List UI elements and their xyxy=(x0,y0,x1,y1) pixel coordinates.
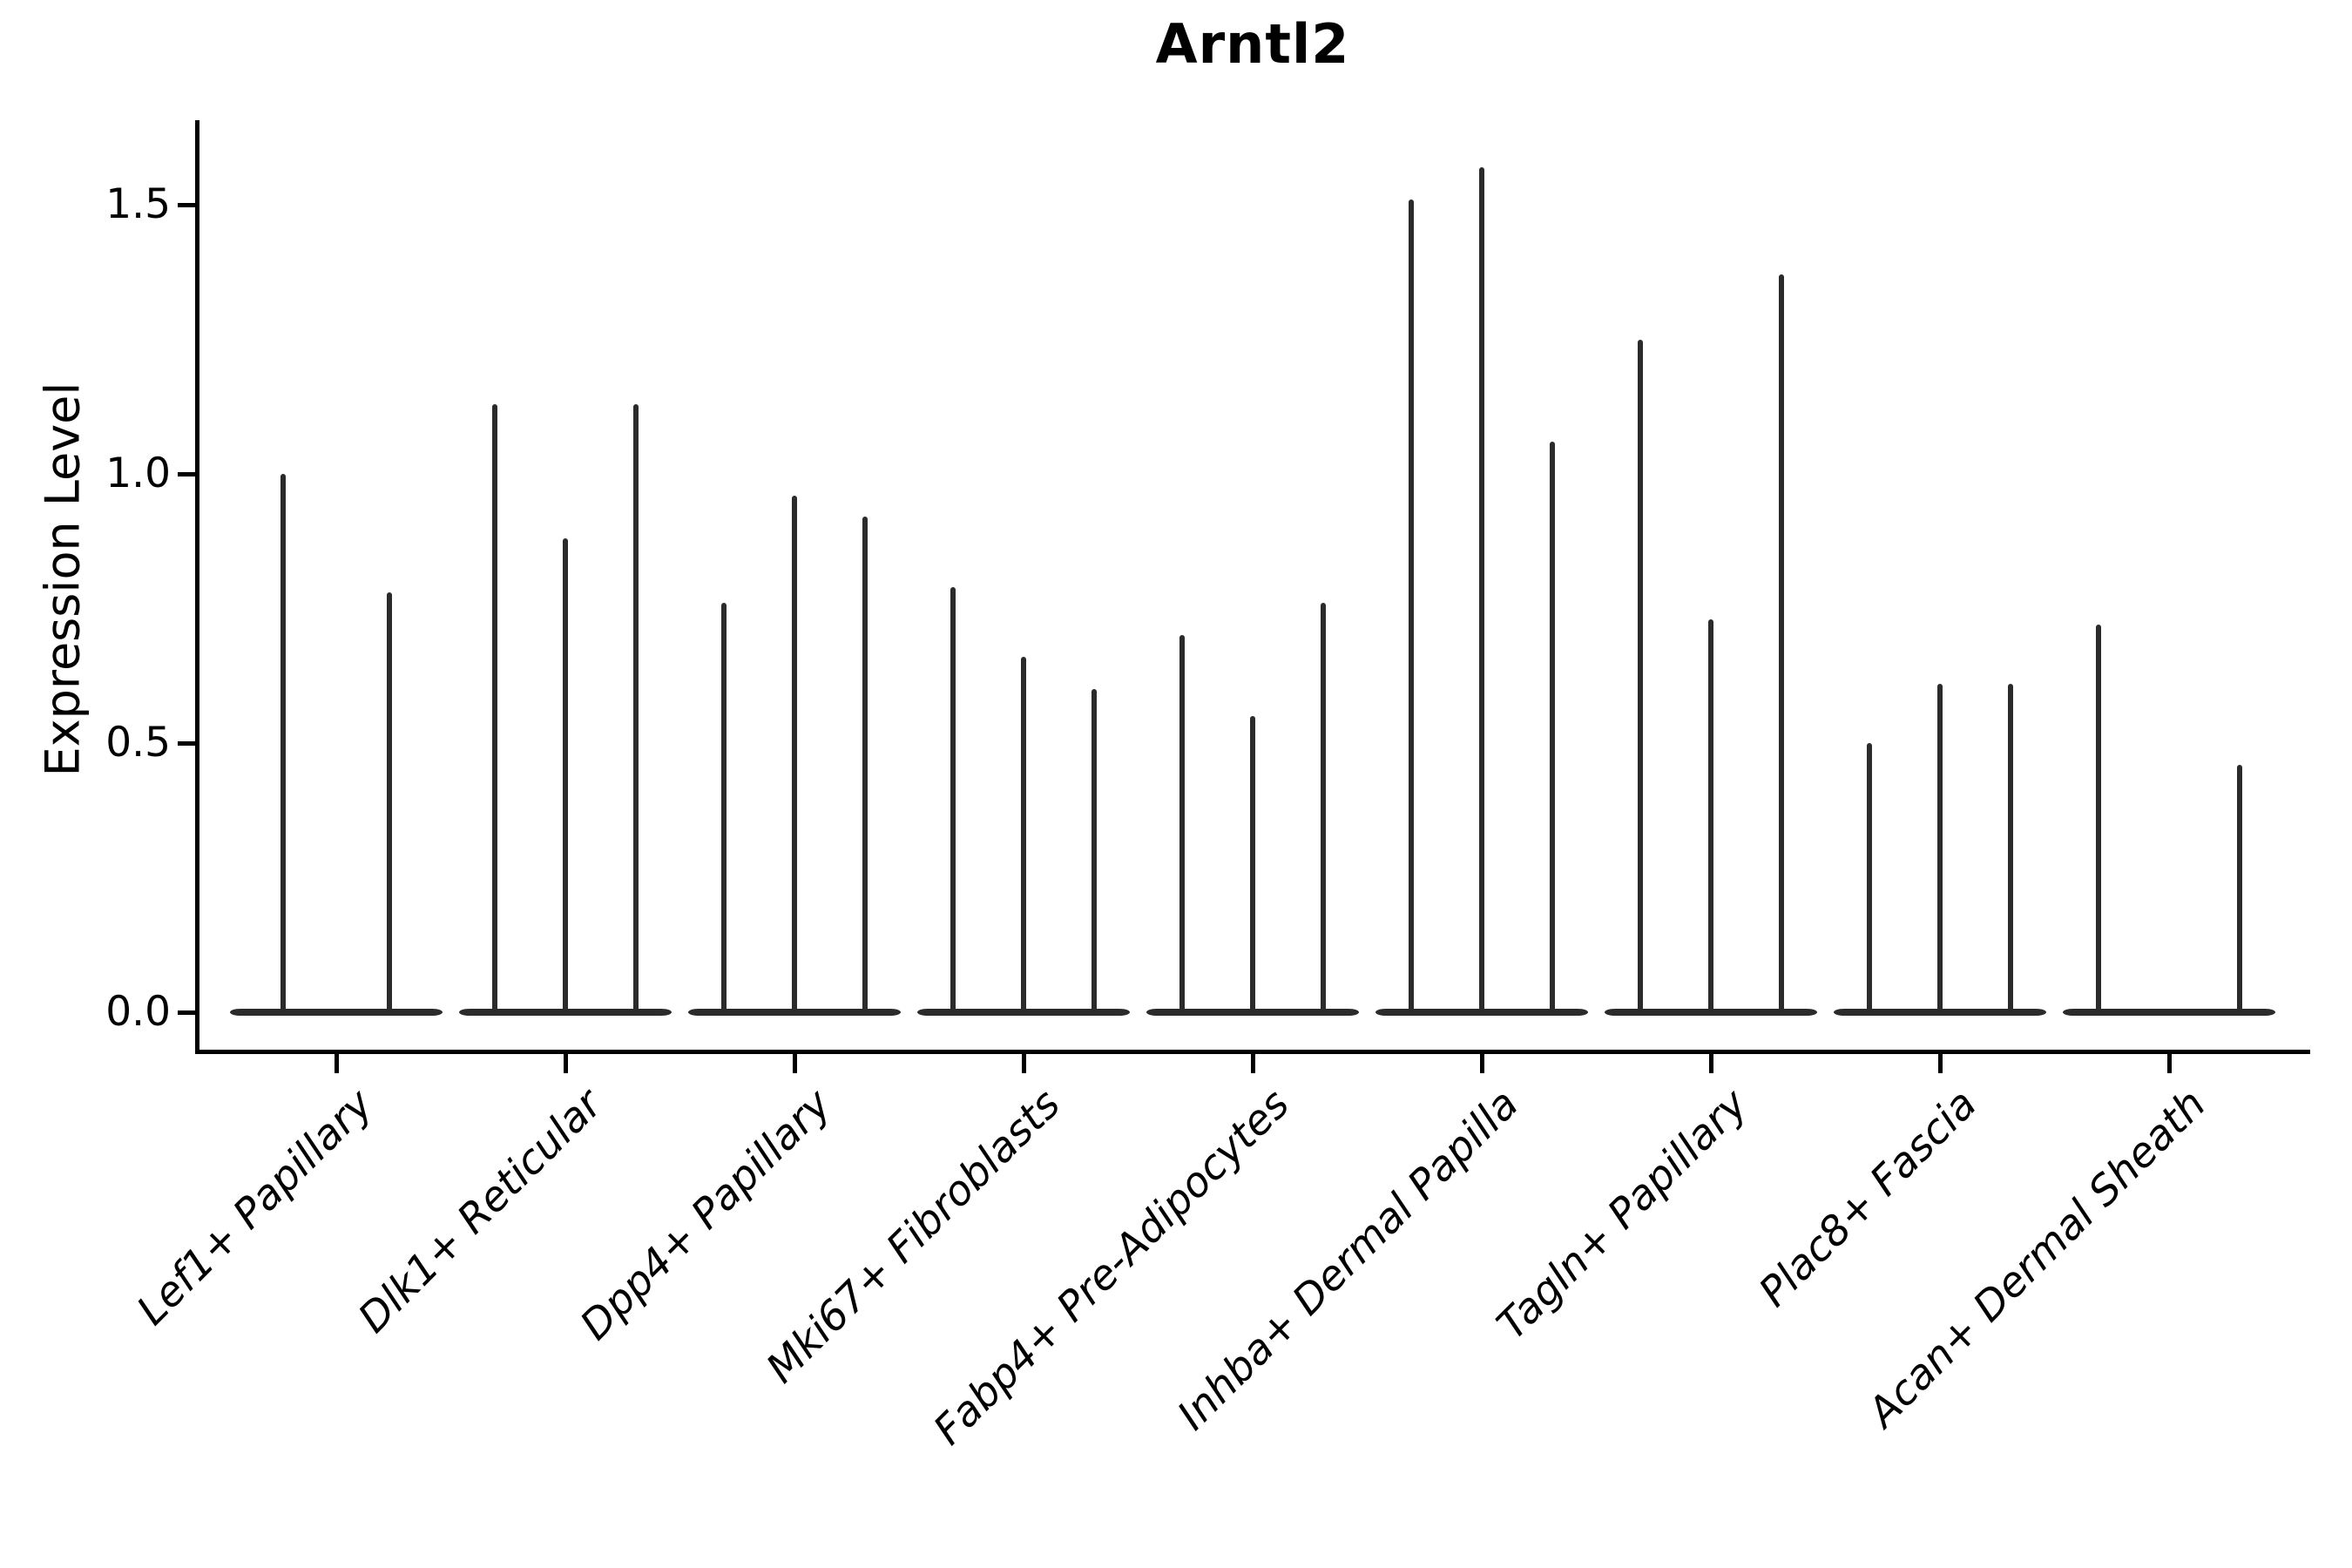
y-tick xyxy=(178,203,195,207)
y-axis-spine xyxy=(195,120,199,1054)
violin-spike xyxy=(1250,716,1255,1012)
violin-spike xyxy=(2008,684,2014,1012)
y-tick-label: 1.0 xyxy=(105,449,171,497)
violin-spike xyxy=(1550,441,1556,1012)
violin-base xyxy=(2063,1009,2275,1016)
y-tick-label: 0.5 xyxy=(105,719,171,767)
violin-spike xyxy=(2095,625,2101,1012)
x-tick-label: Plac8+ Fascia xyxy=(1749,1080,1986,1317)
violin-base xyxy=(1605,1009,1817,1016)
violin-base xyxy=(688,1009,901,1016)
x-tick-label: Dpp4+ Papillary xyxy=(571,1080,841,1350)
violin-spike xyxy=(1708,618,1713,1012)
violin-spike xyxy=(1866,743,1872,1012)
x-tick xyxy=(793,1054,797,1073)
violin-spike xyxy=(1092,689,1098,1012)
violin-spike xyxy=(1937,684,1943,1012)
violin-spike xyxy=(1479,166,1484,1012)
x-tick xyxy=(1022,1054,1026,1073)
x-tick xyxy=(1480,1054,1484,1073)
x-tick-label: Dlk1+ Reticular xyxy=(348,1080,612,1342)
violin-spike xyxy=(950,586,956,1012)
violin-spike xyxy=(387,591,392,1012)
violin-spike xyxy=(1179,635,1185,1012)
violin-base xyxy=(230,1009,443,1016)
violin-spike xyxy=(491,403,497,1012)
violin-spike xyxy=(1637,339,1643,1012)
y-tick-label: 1.5 xyxy=(105,180,171,228)
violin-spike xyxy=(1408,199,1414,1012)
y-axis-label: Expression Level xyxy=(35,382,91,777)
x-tick-label: Lef1+ Papillary xyxy=(127,1080,382,1335)
violin-base xyxy=(917,1009,1130,1016)
x-axis-spine xyxy=(195,1050,2310,1054)
x-tick-label: Tagln+ Papillary xyxy=(1488,1080,1757,1349)
violin-base xyxy=(1146,1009,1359,1016)
violin-spike xyxy=(792,495,797,1012)
violin-spike xyxy=(1321,603,1327,1012)
x-tick xyxy=(1709,1054,1713,1073)
violin-spike xyxy=(1021,657,1026,1012)
violin-base xyxy=(1375,1009,1588,1016)
violin-spike xyxy=(633,403,639,1012)
y-tick xyxy=(178,472,195,476)
x-tick xyxy=(1938,1054,1943,1073)
violin-spike xyxy=(720,603,727,1012)
violin-spike xyxy=(563,538,568,1012)
x-tick xyxy=(2167,1054,2172,1073)
y-tick xyxy=(178,741,195,746)
violin-base xyxy=(459,1009,672,1016)
violin-spike xyxy=(862,517,868,1012)
chart-title: Arntl2 xyxy=(1155,12,1350,76)
violin-spike xyxy=(1779,274,1785,1012)
violin-base xyxy=(1834,1009,2046,1016)
x-tick xyxy=(1251,1054,1255,1073)
y-tick xyxy=(178,1010,195,1015)
violin-spike xyxy=(2237,764,2243,1012)
y-tick-label: 0.0 xyxy=(105,988,171,1036)
x-tick xyxy=(564,1054,568,1073)
violin-spike xyxy=(280,474,286,1012)
x-tick xyxy=(335,1054,339,1073)
